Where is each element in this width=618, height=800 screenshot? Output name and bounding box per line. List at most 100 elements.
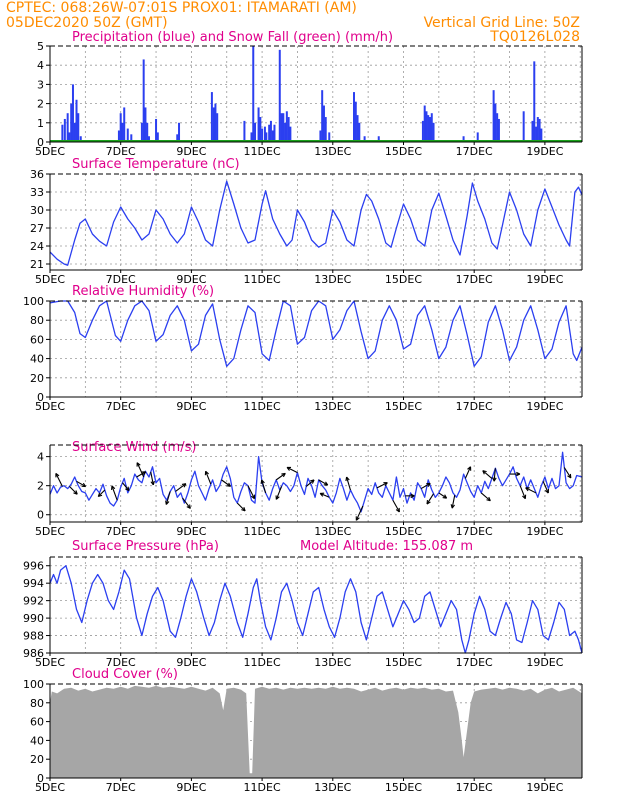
- rh-ytick-label: 20: [30, 372, 44, 385]
- wind-arrow-shaft: [376, 482, 388, 489]
- rh-ytick-label: 80: [30, 314, 44, 327]
- precip-bar: [269, 120, 272, 142]
- cloud-panel: 0 20 40 60 80 100 5DEC 7DEC 9DEC 11DEC 13DEC 15DEC 1…: [23, 678, 583, 794]
- precip-bar: [356, 115, 359, 142]
- precip-bar: [68, 132, 71, 142]
- precip-bar: [176, 134, 179, 142]
- precip-bar: [282, 113, 285, 142]
- wind-arrow-head: [136, 462, 141, 467]
- wind-arrow-shaft: [136, 471, 146, 478]
- wind-arrow-head: [410, 493, 415, 499]
- wind-arrow-shaft: [563, 467, 572, 479]
- precip-bar: [353, 92, 355, 142]
- pres-panel: 986 988 990 992 994 996 5DEC 7DEC 9DEC 11DEC 13DEC…: [23, 556, 583, 669]
- temp-xtick-label: 5DEC: [35, 273, 65, 286]
- precip-bar: [263, 126, 266, 142]
- precip-ytick-label: 3: [37, 78, 44, 91]
- wind-arrow-shaft: [69, 486, 78, 495]
- precip-bar: [265, 132, 268, 142]
- wind-arrow-head: [525, 487, 530, 492]
- wind-arrow-head: [426, 482, 431, 487]
- precip-panel: 0 1 2 3 4 5 5DEC 7DEC 9DEC 11DEC 13DEC 15DEC 17DEC 19…: [35, 40, 583, 158]
- pres-ytick-label: 988: [23, 630, 44, 643]
- wind-arrow-head: [275, 495, 280, 500]
- wind-arrow-head: [323, 481, 329, 486]
- precip-bar: [79, 136, 82, 142]
- temp-panel-title: Surface Temperature (nC): [72, 157, 240, 172]
- wind-xtick-label: 17DEC: [456, 525, 493, 538]
- cloud-cover-area: [50, 685, 582, 778]
- precip-bar: [462, 136, 465, 142]
- wind-arrow-shaft: [97, 489, 106, 497]
- precip-bar: [363, 136, 366, 142]
- precip-xtick-label: 5DEC: [35, 145, 65, 158]
- temp-ytick-label: 27: [30, 222, 44, 235]
- precip-bar: [121, 122, 124, 142]
- precip-bar: [119, 113, 122, 142]
- wind-arrow-head: [81, 482, 87, 488]
- precip-bar: [321, 90, 324, 142]
- precip-bar: [319, 130, 322, 142]
- temp-xtick-label: 7DEC: [106, 273, 136, 286]
- precip-bar: [535, 126, 538, 142]
- wind-arrow-head: [260, 479, 265, 484]
- precip-xtick-label: 15DEC: [385, 145, 422, 158]
- wind-arrow-head: [395, 507, 400, 513]
- cloud-xtick-label: 9DEC: [176, 781, 206, 794]
- cloud-panel-title: Cloud Cover (%): [72, 667, 178, 682]
- wind-arrow-head: [111, 485, 116, 490]
- precip-bar: [140, 122, 143, 142]
- precip-ytick-label: 2: [37, 98, 44, 111]
- pres-xtick-label: 13DEC: [314, 656, 351, 669]
- precip-bar: [278, 49, 281, 143]
- precip-bar: [492, 90, 495, 142]
- wind-arrow-shaft: [165, 491, 171, 505]
- precip-panel-title: Precipitation (blue) and Snow Fall (gree…: [72, 30, 393, 45]
- precip-xtick-label: 13DEC: [314, 145, 351, 158]
- temp-ytick-label: 33: [30, 186, 44, 199]
- wind-arrow-head: [310, 479, 315, 484]
- cloud-xtick-label: 11DEC: [244, 781, 281, 794]
- wind-arrow-shaft: [480, 492, 491, 502]
- wind-xtick-label: 5DEC: [35, 525, 65, 538]
- temp-xtick-label: 17DEC: [456, 273, 493, 286]
- cloud-xtick-label: 19DEC: [526, 781, 563, 794]
- precip-bar: [268, 124, 271, 142]
- wind-arrow-head: [125, 486, 130, 492]
- pres-ytick-label: 996: [23, 560, 44, 573]
- temp-ytick-label: 21: [30, 258, 44, 271]
- precip-ytick-label: 1: [37, 117, 44, 130]
- wind-arrow-shaft: [275, 472, 286, 481]
- wind-xtick-label: 19DEC: [526, 525, 563, 538]
- cloud-ytick-label: 0: [37, 772, 44, 785]
- wind-arrow-shaft: [136, 462, 145, 478]
- pres-ytick-label: 994: [23, 577, 44, 590]
- wind-xtick-label: 15DEC: [385, 525, 422, 538]
- precip-xtick-label: 7DEC: [106, 145, 136, 158]
- precip-bar: [77, 113, 80, 142]
- wind-arrow-head: [73, 490, 78, 495]
- pres-xtick-label: 15DEC: [385, 656, 422, 669]
- precip-bar: [430, 113, 433, 142]
- rh-xtick-label: 11DEC: [244, 400, 281, 413]
- precip-ytick-label: 5: [37, 40, 44, 53]
- rh-panel-title: Relative Humidity (%): [72, 284, 214, 299]
- model-altitude-label: Model Altitude: 155.087 m: [300, 539, 473, 554]
- pres-ytick-label: 992: [23, 595, 44, 608]
- temp-xtick-label: 15DEC: [385, 273, 422, 286]
- precip-bar: [259, 117, 262, 142]
- precip-bar: [421, 120, 424, 142]
- precip-xtick-label: 9DEC: [176, 145, 206, 158]
- wind-arrow-shaft: [355, 505, 364, 521]
- precip-bar: [146, 122, 149, 142]
- wind-arrow-shaft: [451, 495, 456, 509]
- rh-panel: 0 20 40 60 80 100 5DEC 7DEC 9DEC 11DEC 13DEC 15DEC 1…: [23, 295, 583, 413]
- precip-ytick-label: 4: [37, 59, 44, 72]
- precip-bar: [71, 84, 74, 142]
- wind-ytick-label: 2: [37, 480, 44, 493]
- wind-arrow-head: [544, 489, 549, 494]
- temp-xtick-label: 9DEC: [176, 273, 206, 286]
- wind-arrow-shaft: [464, 466, 472, 479]
- precip-bar: [130, 134, 133, 142]
- wind-arrow-head: [241, 506, 246, 512]
